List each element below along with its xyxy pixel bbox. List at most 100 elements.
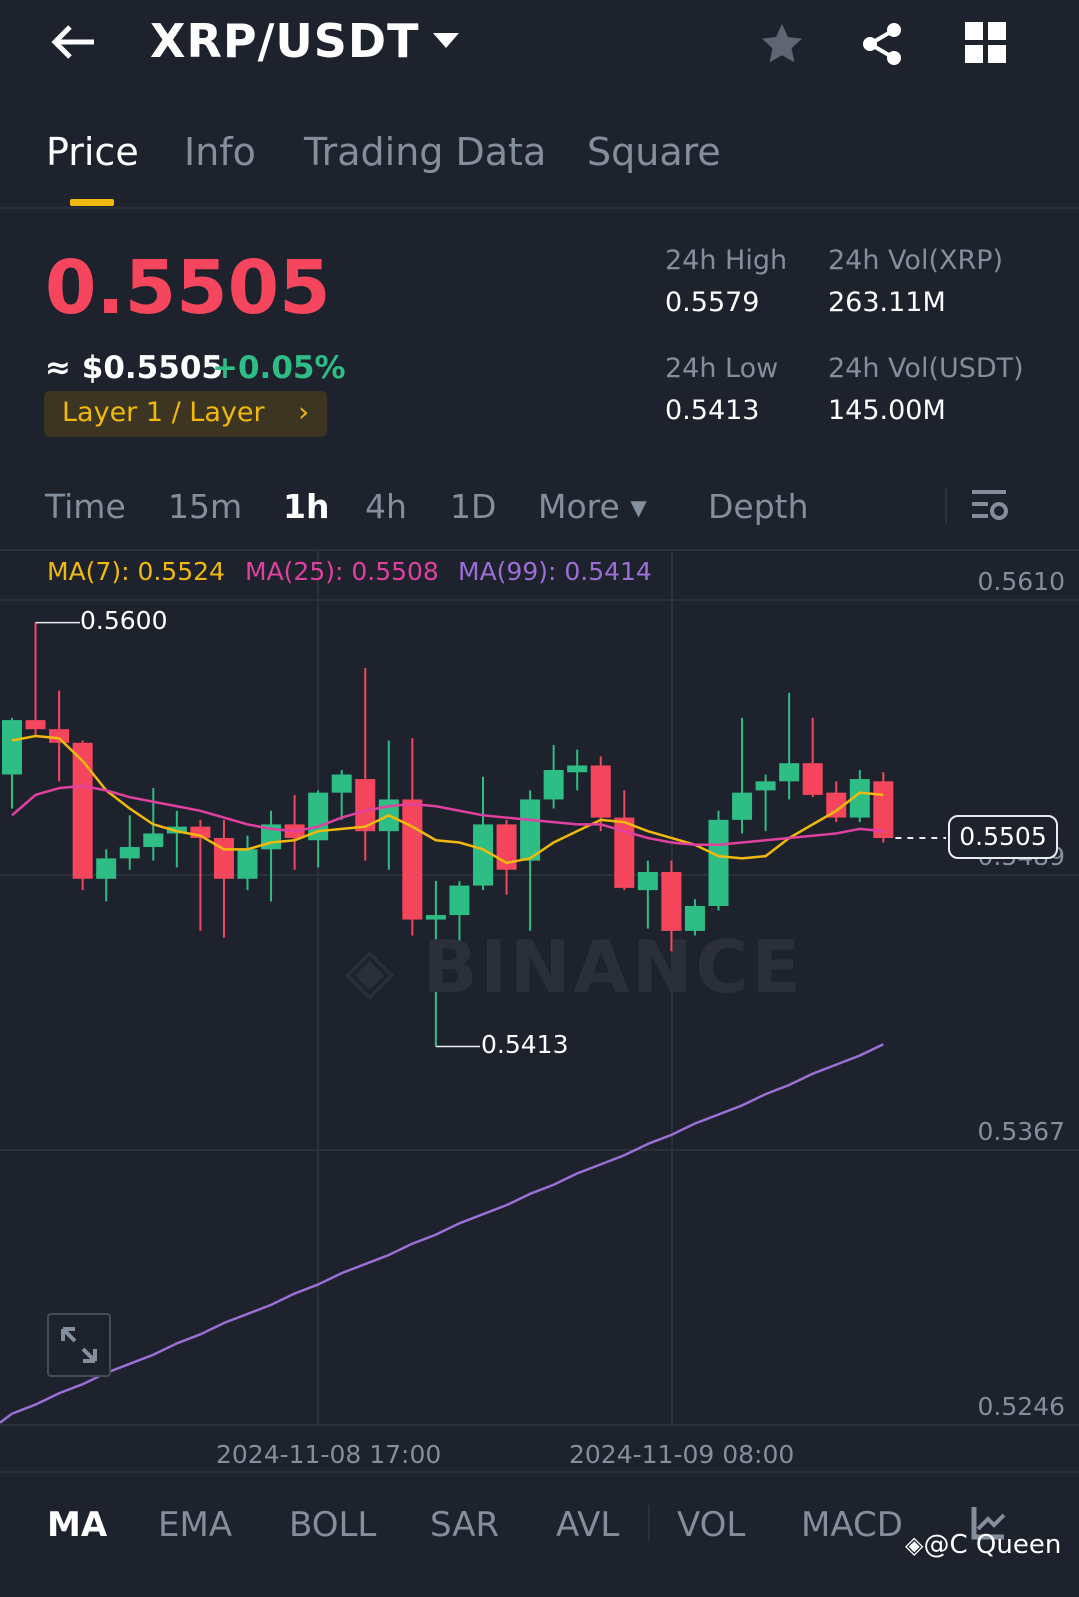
price-change: +0.05% (212, 350, 346, 386)
candle-body (2, 720, 22, 775)
current-price-tag: 0.5505 (948, 815, 1058, 859)
last-price: 0.5505 (45, 245, 331, 331)
candle-body (755, 781, 776, 791)
tabs-divider (0, 207, 1079, 209)
interval-divider (945, 488, 947, 524)
stat-label: 24h Low (665, 353, 779, 384)
pair-dropdown-icon[interactable] (433, 33, 459, 48)
ma-line-ma25 (11, 784, 884, 847)
candle-body (637, 871, 658, 891)
indicator-divider (0, 1471, 1079, 1473)
candle-body (237, 849, 258, 879)
candle-body (802, 763, 823, 795)
candle-body (779, 763, 800, 782)
ma7-legend: MA(7): 0.5524 (47, 557, 225, 586)
indicator-separator (648, 1505, 650, 1541)
candle-body (732, 792, 753, 820)
candle-body (684, 905, 705, 931)
candle-body (49, 729, 70, 743)
ma-line-ma99 (0, 1043, 884, 1424)
layout-button[interactable] (965, 22, 1007, 64)
interval-1d[interactable]: 1D (450, 487, 497, 526)
indicator-settings-button[interactable] (970, 1505, 1006, 1541)
chart-top-divider (0, 549, 1079, 551)
depth-tab[interactable]: Depth (708, 487, 809, 526)
candle-body (425, 915, 446, 920)
indicator-avl[interactable]: AVL (556, 1505, 620, 1545)
candle-body (826, 792, 847, 818)
tab-info[interactable]: Info (184, 130, 256, 174)
indicator-sar[interactable]: SAR (430, 1505, 500, 1545)
tab-price[interactable]: Price (46, 130, 139, 174)
y-tick: 0.5610 (977, 567, 1065, 596)
indicator-ma[interactable]: MA (47, 1505, 108, 1545)
favorite-button[interactable] (758, 20, 806, 68)
interval-15m[interactable]: 15m (168, 487, 243, 526)
candle-body (661, 871, 682, 931)
indicator-vol[interactable]: VOL (677, 1505, 746, 1545)
candle-body (543, 769, 564, 800)
ma-line-ma7 (11, 734, 884, 865)
candle-body (96, 858, 117, 879)
y-tick: 0.5246 (977, 1392, 1065, 1421)
y-tick: 0.5367 (977, 1117, 1065, 1146)
indicator-macd[interactable]: MACD (801, 1505, 903, 1545)
user-watermark-text: @C Queen (923, 1530, 1062, 1560)
stat-value: 263.11M (828, 287, 946, 318)
x-tick: 2024-11-08 17:00 (216, 1440, 442, 1469)
stat-label: 24h Vol(XRP) (828, 245, 1004, 276)
chart-settings-button[interactable] (970, 488, 1010, 524)
stat-value: 0.5579 (665, 287, 760, 318)
chart-indicator-icon (971, 1507, 1006, 1540)
candle-body (331, 774, 352, 793)
candle-body (614, 817, 635, 888)
pair-title[interactable]: XRP/USDT (150, 14, 420, 68)
low-marker-label: 0.5413 (481, 1030, 569, 1059)
tab-trading-data[interactable]: Trading Data (304, 130, 547, 174)
indicator-boll[interactable]: BOLL (289, 1505, 377, 1545)
interval-more[interactable]: More ▾ (538, 487, 647, 526)
indicator-ema[interactable]: EMA (158, 1505, 233, 1545)
candle-body (355, 779, 376, 832)
candle-body (190, 826, 211, 838)
back-button[interactable] (50, 22, 98, 62)
binance-watermark: ◈ BINANCE (345, 925, 803, 1009)
stat-value: 0.5413 (665, 395, 760, 426)
candle-body (402, 799, 423, 920)
fiat-price: ≈ $0.5505 (45, 350, 223, 386)
chevron-right-icon: › (298, 397, 309, 428)
grid-icon (965, 22, 1006, 63)
stat-value: 145.00M (828, 395, 946, 426)
candle-body (119, 847, 140, 859)
candle-body (567, 765, 588, 773)
candle-body (473, 824, 493, 886)
candle-body (520, 799, 541, 861)
ma25-legend: MA(25): 0.5508 (245, 557, 439, 586)
tab-square[interactable]: Square (587, 130, 721, 174)
interval-4h[interactable]: 4h (365, 487, 407, 526)
category-tag-label: Layer 1 / Layer (62, 397, 265, 428)
interval-1h[interactable]: 1h (283, 487, 330, 526)
ma99-legend: MA(99): 0.5414 (458, 557, 652, 586)
fullscreen-button[interactable] (47, 1313, 111, 1377)
active-tab-indicator (70, 199, 114, 206)
candle-body (708, 819, 729, 906)
settings-icon (972, 490, 1008, 520)
share-button[interactable] (858, 20, 906, 68)
high-marker-label: 0.5600 (80, 606, 168, 635)
stat-label: 24h High (665, 245, 788, 276)
x-tick: 2024-11-09 08:00 (569, 1440, 795, 1469)
interval-time[interactable]: Time (45, 487, 126, 526)
back-arrow-icon (51, 25, 94, 59)
candle-body (449, 885, 470, 916)
candle-body (25, 720, 46, 730)
candle-body (143, 833, 164, 848)
binance-logo-icon: ◈ (905, 1531, 924, 1559)
watermark-text: BINANCE (422, 925, 804, 1009)
share-icon (863, 23, 901, 65)
candle-body (496, 824, 517, 870)
candle-body (72, 742, 93, 879)
category-tag[interactable]: Layer 1 / Layer › (44, 391, 327, 437)
expand-icon (61, 1327, 97, 1363)
